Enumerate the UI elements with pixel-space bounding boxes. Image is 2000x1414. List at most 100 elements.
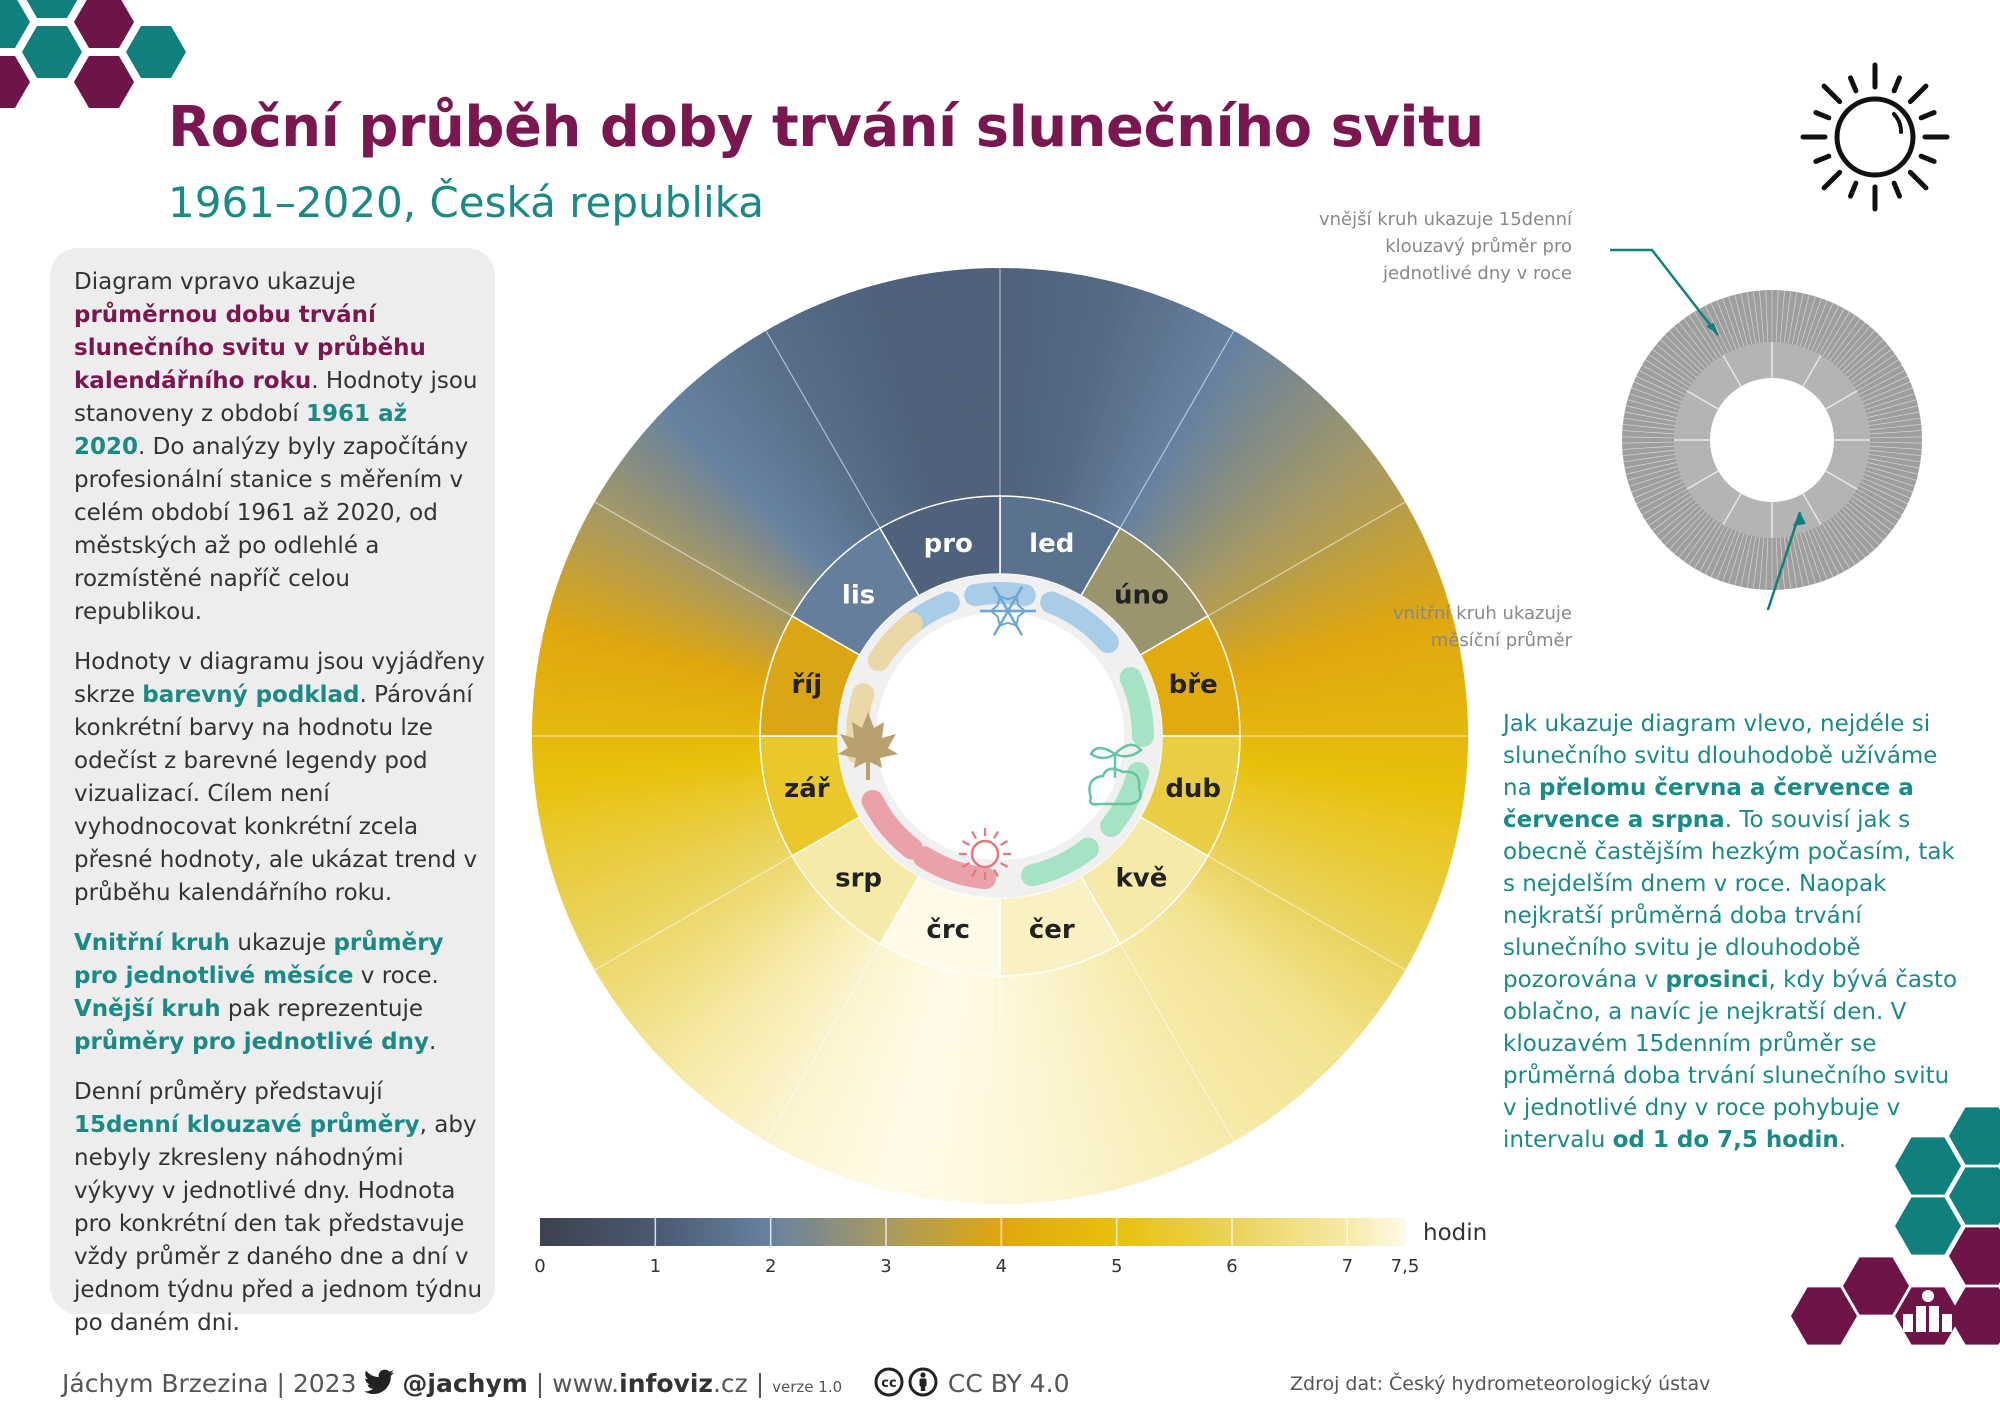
hexagon [1843, 1257, 1909, 1315]
day-segment [626, 880, 812, 1026]
month-divider [765, 943, 881, 1142]
day-segment [546, 613, 769, 678]
day-segment [1082, 959, 1170, 1176]
day-segment [1001, 975, 1013, 1204]
legend-swatch [1357, 1218, 1363, 1246]
sun-shine [1892, 112, 1904, 134]
day-segment [1239, 747, 1468, 768]
day-segment [1146, 364, 1293, 549]
day-segment [1100, 310, 1204, 520]
day-segment [1028, 271, 1066, 499]
day-segment [1042, 971, 1093, 1197]
text-segment: . [429, 1029, 437, 1055]
mini-day-line [1623, 453, 1676, 463]
summer-sun-ray [961, 840, 970, 846]
day-segment [1034, 972, 1077, 1200]
legend-swatch [1028, 1218, 1034, 1246]
day-segment [598, 488, 797, 614]
month-label: bře [1169, 670, 1218, 700]
day-segment [1004, 268, 1018, 497]
pointer-arrowhead [1706, 323, 1718, 335]
logo-bar [1903, 1314, 1913, 1332]
day-segment [1237, 763, 1465, 800]
legend-swatch [552, 1218, 559, 1246]
day-segment [1176, 418, 1351, 577]
day-segment [829, 959, 918, 1176]
legend-swatch [1167, 1218, 1173, 1246]
mini-day-line [1867, 405, 1919, 418]
mini-day-line [1867, 462, 1919, 475]
day-segment [550, 803, 772, 877]
legend-swatch [643, 1218, 649, 1246]
snowflake-branch [1007, 621, 1017, 627]
legend-swatch [1132, 1218, 1138, 1246]
day-segment [1116, 943, 1235, 1146]
day-segment [867, 966, 937, 1188]
mini-day-line [1818, 525, 1845, 572]
legend-swatch [1119, 1218, 1125, 1246]
twitter-handle[interactable]: @jachym [402, 1369, 528, 1398]
day-segment [1188, 881, 1373, 1027]
mini-day-line [1688, 314, 1719, 359]
legend-swatch [1063, 1218, 1069, 1246]
day-segment [1086, 958, 1177, 1173]
day-segment [704, 922, 853, 1105]
day-segment [1221, 823, 1436, 916]
season-arc [1119, 666, 1154, 747]
legend-swatch [1392, 1218, 1398, 1246]
legend-swatch [656, 1218, 662, 1246]
legend-swatch [730, 1218, 736, 1246]
day-segment [1105, 949, 1214, 1157]
legend-swatch [1270, 1218, 1277, 1246]
day-segment [1235, 645, 1461, 695]
legend-swatch [574, 1218, 580, 1246]
day-segment [1232, 622, 1457, 683]
day-segment [541, 783, 766, 838]
legend-tick-label: 6 [1226, 1256, 1237, 1277]
maple-leaf-icon [838, 712, 898, 780]
legend-swatch [1128, 1218, 1134, 1246]
mini-day-line [1849, 498, 1892, 531]
legend-tick-label: 7,5 [1391, 1256, 1420, 1277]
findings-text: Jak ukazuje diagram vlevo, nejdéle si sl… [1503, 708, 1958, 1156]
day-segment [580, 842, 787, 952]
day-segment [690, 379, 845, 557]
hexagon [1949, 1107, 2000, 1165]
day-segment [906, 971, 957, 1197]
day-segment [1238, 759, 1466, 792]
mini-day-line [1868, 458, 1920, 469]
day-segment [692, 916, 846, 1095]
day-segment [1214, 524, 1422, 632]
day-segment [558, 815, 776, 900]
day-segment [1173, 413, 1345, 574]
legend-swatch [1275, 1218, 1281, 1246]
legend-swatch [1033, 1218, 1039, 1246]
legend-swatch [851, 1218, 857, 1246]
mini-day-line [1847, 502, 1888, 536]
snowflake-branch [996, 616, 1001, 626]
mini-day-line [1641, 488, 1688, 516]
day-segment [542, 629, 767, 686]
legend-swatch [1366, 1218, 1372, 1246]
day-segment [639, 430, 819, 583]
mini-day-line [1625, 462, 1677, 475]
day-segment [943, 270, 976, 498]
day-segment [1126, 937, 1256, 1134]
website-link[interactable]: www.infoviz.cz [552, 1369, 748, 1398]
legend-swatch [635, 1218, 641, 1246]
legend-swatch [1197, 1218, 1203, 1246]
day-segment [540, 636, 766, 690]
day-segment [1229, 800, 1451, 871]
day-segment [1132, 345, 1267, 539]
day-segment [737, 934, 870, 1129]
day-segment [1093, 954, 1192, 1167]
legend-swatch [1244, 1218, 1251, 1246]
legend-swatch [661, 1218, 667, 1246]
legend-swatch [894, 1218, 900, 1246]
legend-swatch [1383, 1218, 1389, 1246]
day-segment [561, 819, 777, 908]
snowflake-arm [1006, 610, 1024, 636]
day-segment [1226, 583, 1446, 663]
mini-day-line [1704, 305, 1729, 353]
snowflake-arm [1006, 586, 1024, 612]
